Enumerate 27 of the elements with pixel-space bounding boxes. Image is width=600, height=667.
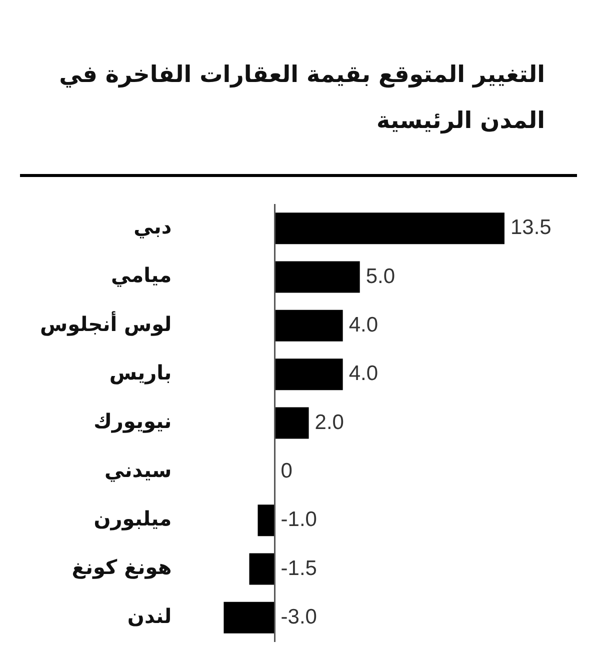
data-label: 5.0 [366, 264, 396, 288]
bar [274, 261, 360, 293]
data-label: 0 [280, 459, 292, 482]
y-tick-label: هونغ كونغ [72, 555, 172, 580]
bar [258, 504, 275, 536]
bar [274, 212, 504, 244]
data-label: 13.5 [510, 216, 552, 240]
data-label: 4.0 [348, 313, 378, 336]
data-label: 4.0 [348, 362, 378, 386]
data-label: -3.0 [280, 605, 317, 628]
bar [224, 602, 275, 634]
data-label: -1.0 [280, 508, 317, 532]
bar [274, 310, 343, 342]
y-tick-label: لوس أنجلوس [40, 310, 172, 336]
bar [274, 358, 343, 390]
y-tick-label: دبي [134, 214, 172, 239]
y-tick-label: باريس [109, 360, 172, 385]
y-tick-label: لندن [127, 604, 172, 628]
chart-title: التغيير المتوقع بقيمة العقارات الفاخرة في المدن الرئيسية [58, 61, 545, 136]
bar [274, 407, 309, 439]
y-tick-label: ميامي [111, 263, 172, 288]
y-tick-label: نيويورك [94, 409, 172, 434]
data-label: 2.0 [314, 410, 344, 434]
bar [249, 553, 275, 585]
y-tick-label: ميلبورن [94, 506, 172, 531]
data-label: -1.5 [280, 556, 317, 580]
y-tick-label: سيدني [104, 458, 172, 482]
